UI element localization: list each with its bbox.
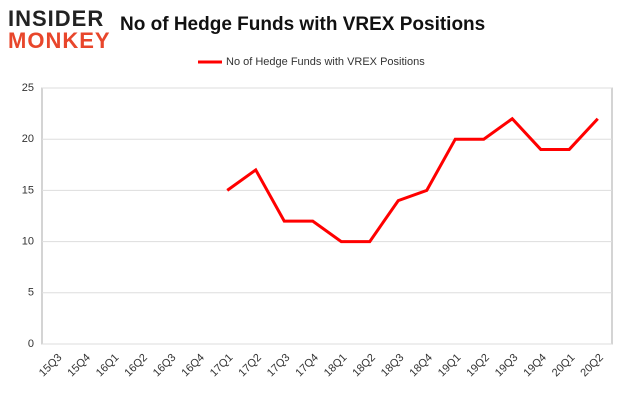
y-tick-label: 5 <box>28 287 34 299</box>
legend-label: No of Hedge Funds with VREX Positions <box>226 56 425 68</box>
plot-frame <box>41 87 613 345</box>
x-tick-label: 19Q4 <box>521 352 549 380</box>
y-tick-label: 15 <box>22 184 34 196</box>
x-tick-label: 17Q4 <box>293 352 321 380</box>
x-tick-label: 18Q3 <box>379 352 407 380</box>
y-tick-label: 10 <box>22 236 34 248</box>
x-tick-label: 18Q1 <box>322 352 350 380</box>
x-tick-label: 16Q3 <box>151 352 179 380</box>
x-tick-label: 20Q2 <box>578 352 606 380</box>
logo-bottom: MONKEY <box>8 28 111 53</box>
chart-title: No of Hedge Funds with VREX Positions <box>120 14 485 35</box>
x-tick-label: 16Q2 <box>122 352 150 380</box>
x-tick-label: 15Q4 <box>65 352 93 380</box>
y-tick-label: 25 <box>22 82 34 94</box>
y-tick-label: 20 <box>22 133 34 145</box>
x-tick-label: 16Q4 <box>179 352 207 380</box>
x-tick-label: 16Q1 <box>94 352 122 380</box>
line <box>226 116 599 244</box>
x-tick-label: 15Q3 <box>37 352 65 380</box>
x-tick-label: 19Q1 <box>436 352 464 380</box>
x-tick-label: 19Q3 <box>493 352 521 380</box>
x-tick-label: 19Q2 <box>464 352 492 380</box>
x-tick-label: 20Q1 <box>550 352 578 380</box>
x-tick-label: 18Q4 <box>407 352 435 380</box>
x-tick-label: 17Q2 <box>236 352 264 380</box>
x-tick-label: 18Q2 <box>350 352 378 380</box>
y-tick-label: 0 <box>28 338 34 350</box>
x-tick-label: 17Q1 <box>208 352 236 380</box>
logo-top: INSIDER <box>8 6 104 31</box>
x-tick-label: 17Q3 <box>265 352 293 380</box>
